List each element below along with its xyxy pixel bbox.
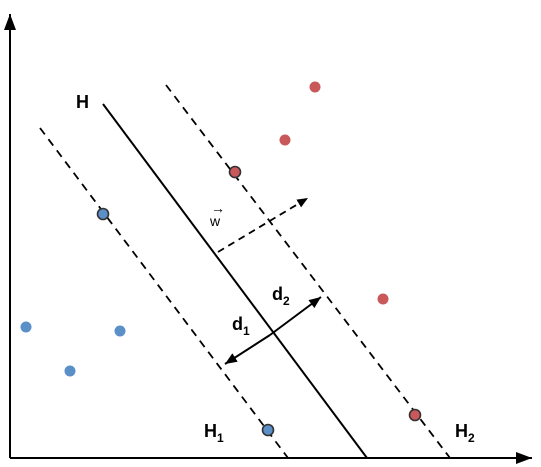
blue-point-3 bbox=[114, 325, 126, 337]
blue-point-support-2 bbox=[261, 423, 275, 437]
decision-hyperplane-h bbox=[102, 103, 368, 459]
blue-point-4 bbox=[64, 365, 76, 377]
blue-point-2 bbox=[20, 321, 32, 333]
blue-point-support-1 bbox=[96, 207, 110, 221]
red-point-support-2 bbox=[408, 408, 422, 422]
label-w-arrow: → bbox=[211, 200, 225, 216]
label-w: w bbox=[209, 213, 221, 229]
label-d1: d1 bbox=[232, 314, 250, 338]
margin-arrow-d1 bbox=[224, 334, 271, 365]
red-point-1 bbox=[309, 81, 321, 93]
margin-hyperplane-h2 bbox=[165, 84, 451, 459]
normal-vector-w bbox=[217, 197, 309, 253]
label-h1: H1 bbox=[204, 421, 224, 445]
red-point-support-1 bbox=[228, 165, 242, 179]
margin-hyperplane-h1 bbox=[39, 127, 289, 459]
red-point-3 bbox=[377, 293, 389, 305]
label-d2: d2 bbox=[272, 284, 290, 308]
red-point-2 bbox=[279, 134, 291, 146]
label-h2: H2 bbox=[455, 421, 475, 445]
label-h: H bbox=[76, 92, 89, 112]
margin-arrow-d2 bbox=[269, 296, 322, 336]
